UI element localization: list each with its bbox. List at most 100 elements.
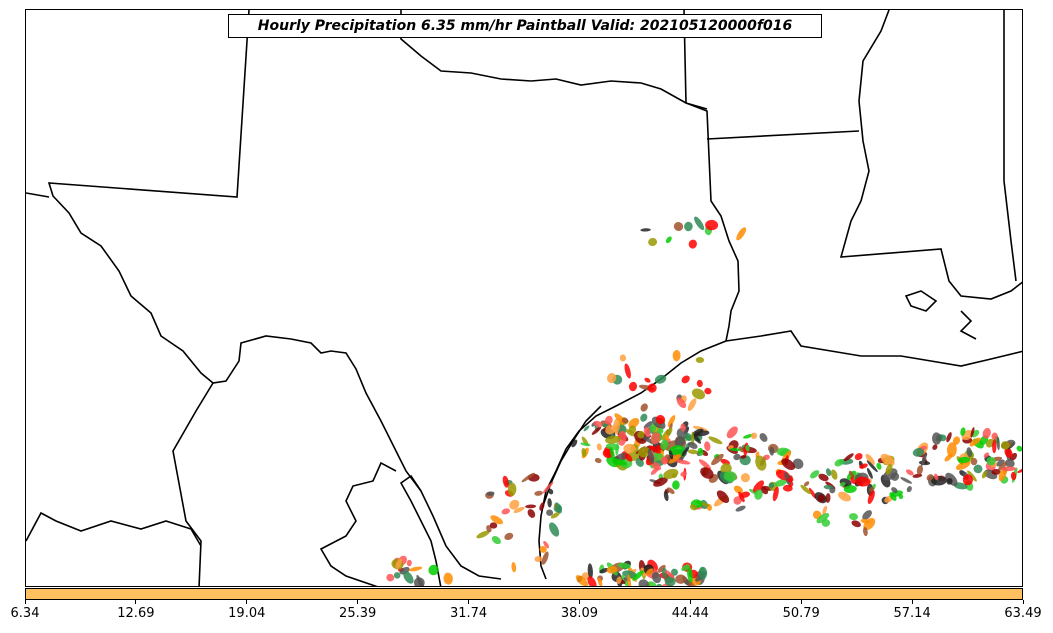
- paintball-blob: [640, 403, 648, 412]
- paintball-blob: [934, 473, 939, 481]
- paintball-blob: [912, 473, 923, 478]
- paintball-blob: [675, 574, 687, 584]
- paintball-blob: [768, 482, 775, 489]
- paintball-blob: [534, 555, 543, 563]
- tx-la-boundary: [683, 10, 740, 342]
- paintball-blob: [700, 467, 714, 479]
- paintball-blob: [587, 576, 597, 586]
- oklahoma-boundary: [400, 10, 708, 110]
- paintball-blob: [534, 490, 543, 496]
- paintball-blob: [502, 475, 509, 488]
- gulf-coastline: [725, 330, 1022, 367]
- paintball-blob: [786, 478, 793, 483]
- paintball-blob: [967, 470, 977, 482]
- paintball-blob: [998, 468, 1007, 482]
- paintball-blob: [549, 522, 560, 537]
- paintball-blob: [1004, 459, 1015, 468]
- colorbar-tick-label: 50.79: [782, 606, 820, 621]
- paintball-blob: [676, 397, 687, 409]
- paintball-blob: [754, 489, 763, 500]
- arkansas-boundary: [706, 130, 860, 140]
- paintball-blob: [952, 436, 961, 445]
- paintball-blob: [733, 453, 741, 461]
- colorbar-tick-label: 6.34: [10, 606, 40, 621]
- paintball-blob: [772, 486, 779, 502]
- paintball-blob: [647, 449, 655, 464]
- paintball-blob: [830, 469, 838, 480]
- paintball-blob: [680, 423, 686, 432]
- paintball-blob: [672, 350, 681, 362]
- paintball-blob: [688, 239, 697, 249]
- colorbar-tick-label: 25.39: [339, 606, 377, 621]
- paintball-blob: [416, 574, 425, 586]
- ms-al-boundary: [1003, 10, 1017, 282]
- paintball-blob: [428, 564, 439, 576]
- paintball-blob: [781, 458, 796, 471]
- paintball-blob: [609, 446, 615, 461]
- paintball-blob: [733, 496, 742, 505]
- paintball-blob: [932, 444, 938, 450]
- paintball-blob: [991, 432, 998, 440]
- paintball-blob: [668, 453, 682, 464]
- paintball-blob: [697, 448, 704, 454]
- colorbar-tick-label: 38.09: [560, 606, 599, 621]
- paintball-blob: [689, 504, 697, 511]
- paintball-blob: [664, 576, 676, 586]
- paintball-blob: [651, 461, 661, 471]
- paintball-blob: [619, 354, 627, 362]
- map-title: Hourly Precipitation 6.35 mm/hr Paintbal…: [228, 14, 822, 38]
- paintball-blob: [663, 490, 669, 502]
- map-panel[interactable]: [25, 9, 1023, 587]
- paintball-blob: [541, 551, 549, 565]
- paintball-blob: [991, 468, 1001, 475]
- paintball-blob: [660, 439, 669, 451]
- colorbar-tick-mark: [135, 600, 137, 604]
- paintball-blob: [655, 414, 666, 425]
- paintball-blob: [905, 469, 914, 476]
- paintball-blob: [674, 436, 686, 447]
- paintball-blob: [960, 427, 966, 436]
- paintball-blob: [403, 571, 414, 584]
- paintball-blob: [743, 433, 754, 439]
- paintball-blob: [643, 421, 653, 429]
- paintball-blob: [694, 430, 710, 437]
- paintball-blob: [774, 479, 787, 487]
- paintball-blob: [622, 570, 638, 579]
- colorbar-tick-mark: [1022, 600, 1024, 604]
- paintball-blob: [687, 398, 697, 411]
- paintball-blob: [946, 442, 957, 458]
- paintball-blob: [962, 474, 974, 486]
- paintball-blob: [691, 388, 706, 400]
- paintball-blob: [867, 490, 875, 505]
- mexico-state-boundary-4: [399, 474, 442, 586]
- paintball-blob: [829, 487, 836, 494]
- paintball-blob: [580, 442, 591, 447]
- paintball-blob: [672, 480, 680, 490]
- paintball-blob: [946, 477, 953, 485]
- paintball-blob: [489, 522, 498, 529]
- paintball-blob: [525, 504, 537, 509]
- colorbar-tick-mark: [578, 600, 580, 604]
- colorbar: [25, 588, 1023, 600]
- paintball-blob: [859, 463, 868, 469]
- paintball-blob: [755, 455, 767, 471]
- paintball-blob: [946, 432, 952, 443]
- colorbar-tick-mark: [246, 600, 248, 604]
- paintball-blob: [825, 493, 831, 503]
- paintball-blob: [575, 575, 589, 586]
- paintball-blob: [504, 532, 514, 541]
- colorbar-tick-label: 63.49: [1004, 606, 1042, 621]
- paintball-blob: [406, 559, 412, 567]
- paintball-blob: [667, 415, 676, 428]
- colorbar-tick-label: 44.44: [671, 606, 709, 621]
- paintball-blob: [808, 487, 817, 499]
- paintball-blob: [681, 446, 690, 457]
- paintball-blob: [587, 563, 593, 579]
- paintball-blob: [616, 576, 622, 585]
- paintball-blob: [656, 583, 664, 586]
- paintball-blob: [395, 558, 402, 569]
- paintball-blob: [752, 480, 765, 493]
- paintball-blob: [605, 425, 616, 435]
- paintball-blob: [839, 482, 846, 487]
- paintball-blob: [866, 460, 878, 473]
